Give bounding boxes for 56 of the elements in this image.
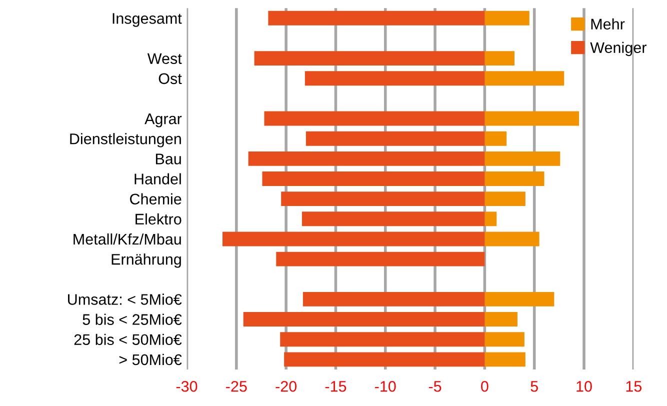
bar (484, 332, 524, 347)
bar (248, 151, 485, 166)
legend-label: Mehr (591, 18, 625, 30)
y-tick-label: 5 bis < 25Mio€ (82, 314, 182, 325)
y-tick-label: West (147, 53, 182, 64)
bar (222, 232, 485, 246)
bar (304, 71, 485, 86)
y-tick-label: Metall/Kfz/Mbau (74, 233, 181, 245)
bar (484, 111, 580, 126)
bar (280, 332, 485, 347)
bar (484, 232, 540, 246)
y-tick-label: Chemie (130, 193, 182, 205)
x-tick-label: 10 (576, 380, 592, 392)
bar (302, 212, 485, 226)
bar (484, 10, 530, 26)
bar (284, 352, 485, 367)
y-tick-label: > 50Mio€ (119, 354, 182, 366)
bar (484, 312, 518, 326)
bar (484, 192, 526, 206)
bar (484, 151, 560, 166)
x-tick-label: -5 (428, 381, 442, 392)
x-tick-label: 0 (481, 380, 488, 392)
x-tick-label: -15 (325, 381, 346, 392)
x-tick-label: -25 (226, 380, 247, 392)
y-tick-label: Handel (134, 173, 181, 184)
bar (484, 51, 514, 66)
bar (306, 131, 485, 146)
x-tick-label: -30 (176, 380, 198, 392)
bar (268, 10, 485, 26)
x-tick-label: -20 (276, 380, 297, 392)
bar (276, 252, 485, 266)
y-tick-label: Bau (156, 154, 181, 164)
bar (302, 292, 485, 306)
x-tick-label: -10 (375, 380, 396, 392)
legend-label: Weniger (590, 42, 646, 56)
y-tick-label: Dienstleistungen (70, 133, 181, 148)
bar (254, 51, 485, 66)
bar (484, 172, 544, 186)
bar (484, 131, 507, 146)
y-tick-label: Ost (158, 73, 182, 84)
bar (243, 312, 485, 326)
y-tick-label: Insgesamt (112, 13, 182, 27)
y-tick-label: Agrar (144, 114, 182, 128)
bar (484, 352, 526, 367)
x-tick-label: 15 (626, 381, 642, 392)
bar (281, 192, 485, 206)
bar (264, 111, 485, 126)
bar (484, 292, 554, 306)
x-tick-label: 5 (530, 381, 538, 392)
y-tick-label: Elektro (136, 213, 182, 225)
bar (262, 172, 485, 186)
y-tick-label: Umsatz: < 5Mio€ (68, 294, 182, 305)
y-tick-label: 25 bis < 50Mio€ (74, 334, 182, 346)
y-tick-label: Ernährung (112, 254, 181, 268)
bar (484, 71, 564, 86)
bar (484, 212, 497, 226)
